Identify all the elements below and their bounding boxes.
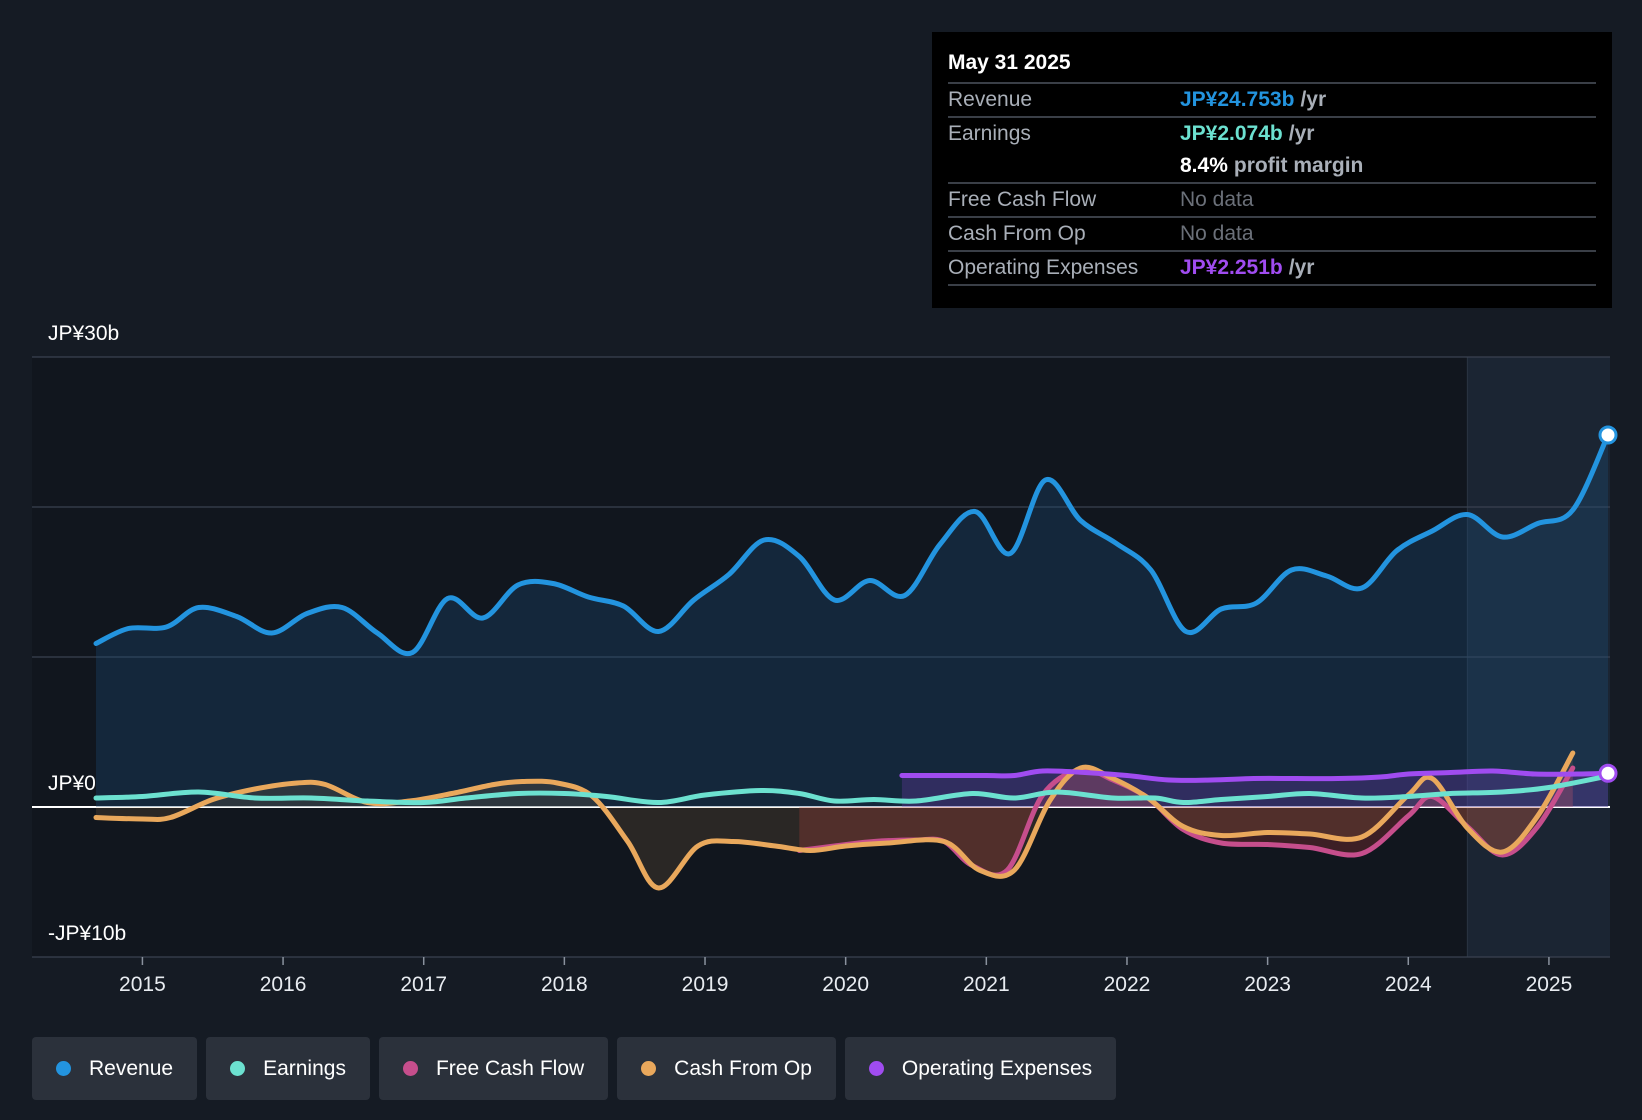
tooltip-revenue-label: Revenue bbox=[948, 88, 1033, 111]
legend-dot-revenue bbox=[56, 1061, 71, 1076]
line-opex bbox=[899, 768, 1611, 783]
legend-dot-earnings bbox=[230, 1061, 246, 1076]
tooltip-margin-value: 8.4% bbox=[1180, 154, 1228, 177]
tooltip-opex-value-wrap: JP¥2.251b/yr bbox=[1180, 252, 1314, 284]
tooltip-row-earnings: Earnings JP¥2.074b/yr bbox=[948, 116, 1596, 150]
x-tick-label-2015: 2015 bbox=[119, 973, 166, 996]
legend-dot-cfo bbox=[641, 1061, 657, 1076]
legend-label-opex: Operating Expenses bbox=[901, 1056, 1093, 1080]
x-tick-label-2018: 2018 bbox=[541, 973, 588, 996]
tooltip-row-margin: 8.4% profit margin bbox=[948, 150, 1596, 182]
x-tick-label-2016: 2016 bbox=[260, 973, 307, 996]
area-cfo bbox=[96, 753, 1573, 889]
line-revenue bbox=[93, 432, 1611, 657]
tooltip-earnings-unit: /yr bbox=[1288, 122, 1315, 145]
tooltip-earnings-value-wrap: JP¥2.074b/yr bbox=[1180, 118, 1314, 150]
tooltip-row-opex: Operating Expenses JP¥2.251b/yr bbox=[948, 250, 1596, 286]
line-cfo bbox=[93, 750, 1576, 891]
x-tick-label-2024: 2024 bbox=[1385, 973, 1432, 996]
y-axis-labels: JP¥30b JP¥0 -JP¥10b bbox=[48, 322, 126, 945]
gridlines bbox=[32, 356, 1610, 958]
tooltip-opex-value: JP¥2.251b bbox=[1180, 256, 1283, 279]
y-tick-label-2: -JP¥10b bbox=[48, 922, 126, 945]
legend-item-opex[interactable]: Operating Expenses bbox=[844, 1037, 1117, 1100]
tooltip-row-revenue: Revenue JP¥24.753b/yr bbox=[948, 82, 1596, 116]
area-revenue bbox=[96, 435, 1608, 807]
legend-label-revenue: Revenue bbox=[89, 1056, 174, 1080]
legend-label-cfo: Cash From Op bbox=[674, 1056, 812, 1080]
legend-dot-opex bbox=[868, 1061, 884, 1076]
tooltip-opex-unit: /yr bbox=[1288, 256, 1315, 279]
x-tick-label-2021: 2021 bbox=[963, 973, 1010, 996]
legend: Revenue Earnings Free Cash Flow Cash Fro… bbox=[32, 1037, 1117, 1100]
hover-tooltip: May 31 2025 Revenue JP¥24.753b/yr Earnin… bbox=[932, 32, 1612, 308]
x-tick-label-2022: 2022 bbox=[1104, 973, 1151, 996]
y-tick-label-1: JP¥0 bbox=[48, 772, 96, 795]
legend-item-fcf[interactable]: Free Cash Flow bbox=[378, 1037, 609, 1100]
tooltip-earnings-label: Earnings bbox=[948, 122, 1031, 145]
tooltip-margin-wrap: 8.4% profit margin bbox=[1180, 150, 1363, 182]
tooltip-earnings-value: JP¥2.074b bbox=[1180, 122, 1283, 145]
y-tick-label-0: JP¥30b bbox=[48, 322, 119, 345]
tooltip-revenue-unit: /yr bbox=[1300, 88, 1327, 111]
series-endpoints bbox=[1598, 425, 1618, 783]
area-fcf bbox=[799, 768, 1573, 876]
tooltip-fcf-value: No data bbox=[1180, 188, 1254, 211]
tooltip-cfo-label: Cash From Op bbox=[948, 222, 1086, 245]
x-tick-label-2020: 2020 bbox=[822, 973, 869, 996]
tooltip-row-cfo: Cash From Op No data bbox=[948, 216, 1596, 250]
legend-item-revenue[interactable]: Revenue bbox=[32, 1037, 198, 1100]
tooltip-fcf-label: Free Cash Flow bbox=[948, 188, 1097, 211]
legend-label-earnings: Earnings bbox=[263, 1056, 346, 1080]
tooltip-margin-label: profit margin bbox=[1233, 154, 1364, 177]
tooltip-cfo-value: No data bbox=[1180, 222, 1254, 245]
tooltip-margin-spacer bbox=[948, 150, 1180, 182]
tooltip-row-fcf: Free Cash Flow No data bbox=[948, 182, 1596, 216]
x-tick-label-2017: 2017 bbox=[400, 973, 447, 996]
tooltip-revenue-value-wrap: JP¥24.753b/yr bbox=[1180, 84, 1326, 116]
x-tick-label-2019: 2019 bbox=[682, 973, 729, 996]
x-tick-label-2023: 2023 bbox=[1244, 973, 1291, 996]
tooltip-revenue-value: JP¥24.753b bbox=[1180, 88, 1295, 111]
tooltip-opex-label: Operating Expenses bbox=[948, 256, 1139, 279]
x-axis-labels: 2015 2016 2017 2018 2019 2020 2021 2022 2023 2024… bbox=[119, 957, 1572, 996]
legend-dot-fcf bbox=[402, 1061, 418, 1076]
legend-item-cfo[interactable]: Cash From Op bbox=[617, 1037, 836, 1100]
endpoint-opex bbox=[1598, 763, 1618, 783]
series-lines bbox=[93, 432, 1611, 891]
x-tick-label-2025: 2025 bbox=[1526, 973, 1573, 996]
tooltip-date: May 31 2025 bbox=[948, 51, 1071, 74]
legend-label-fcf: Free Cash Flow bbox=[435, 1056, 585, 1080]
legend-item-earnings[interactable]: Earnings bbox=[206, 1037, 370, 1100]
endpoint-revenue bbox=[1598, 425, 1618, 445]
